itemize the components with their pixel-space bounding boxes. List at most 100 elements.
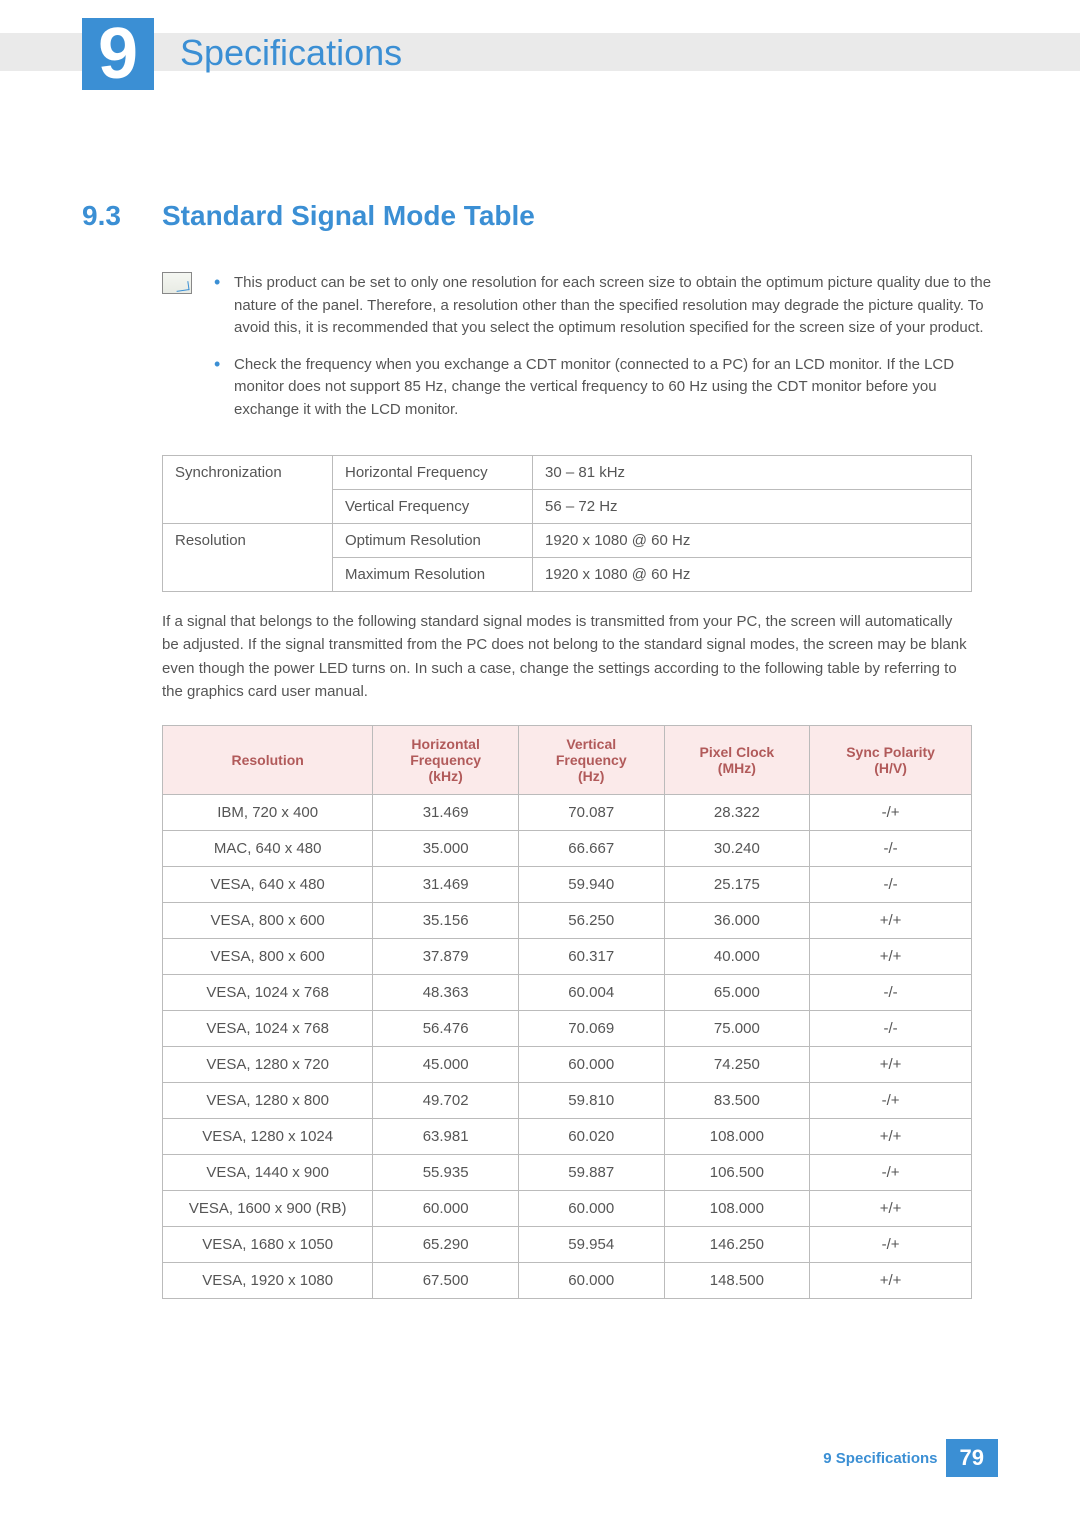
table-cell: 49.702	[373, 1083, 519, 1119]
note-icon	[162, 272, 200, 435]
table-cell: 67.500	[373, 1263, 519, 1299]
spec-group-cell: Resolution	[163, 524, 333, 592]
spec-value-cell: 56 – 72 Hz	[533, 490, 972, 524]
table-row: VESA, 1280 x 102463.98160.020108.000+/+	[163, 1119, 972, 1155]
spec-value-cell: 1920 x 1080 @ 60 Hz	[533, 558, 972, 592]
note-block: This product can be set to only one reso…	[162, 272, 998, 435]
table-cell: 60.000	[518, 1047, 664, 1083]
table-cell: VESA, 1024 x 768	[163, 975, 373, 1011]
table-cell: +/+	[810, 939, 972, 975]
table-cell: 75.000	[664, 1011, 810, 1047]
table-row: VESA, 1600 x 900 (RB)60.00060.000108.000…	[163, 1191, 972, 1227]
column-header: Sync Polarity(H/V)	[810, 726, 972, 795]
table-cell: +/+	[810, 1263, 972, 1299]
table-cell: VESA, 800 x 600	[163, 903, 373, 939]
table-row: VESA, 1680 x 105065.29059.954146.250-/+	[163, 1227, 972, 1263]
table-cell: 59.887	[518, 1155, 664, 1191]
table-cell: +/+	[810, 903, 972, 939]
page-header: 9 Specifications	[0, 0, 1080, 95]
table-cell: 25.175	[664, 867, 810, 903]
table-cell: +/+	[810, 1047, 972, 1083]
table-cell: 108.000	[664, 1191, 810, 1227]
table-cell: 66.667	[518, 831, 664, 867]
table-cell: 59.940	[518, 867, 664, 903]
table-cell: 45.000	[373, 1047, 519, 1083]
table-row: VESA, 800 x 60037.87960.31740.000+/+	[163, 939, 972, 975]
table-cell: 106.500	[664, 1155, 810, 1191]
table-cell: 60.000	[518, 1191, 664, 1227]
table-cell: 70.087	[518, 795, 664, 831]
table-cell: VESA, 640 x 480	[163, 867, 373, 903]
page-footer: 9 Specifications79	[82, 1439, 998, 1479]
spec-value-cell: 1920 x 1080 @ 60 Hz	[533, 524, 972, 558]
table-cell: 74.250	[664, 1047, 810, 1083]
table-cell: 35.156	[373, 903, 519, 939]
table-cell: +/+	[810, 1119, 972, 1155]
table-cell: VESA, 1280 x 800	[163, 1083, 373, 1119]
table-cell: 59.954	[518, 1227, 664, 1263]
spec-table: SynchronizationHorizontal Frequency30 – …	[162, 455, 972, 592]
table-cell: 35.000	[373, 831, 519, 867]
table-row: VESA, 1440 x 90055.93559.887106.500-/+	[163, 1155, 972, 1191]
column-header: Resolution	[163, 726, 373, 795]
column-header: VerticalFrequency(Hz)	[518, 726, 664, 795]
table-cell: 146.250	[664, 1227, 810, 1263]
table-cell: 70.069	[518, 1011, 664, 1047]
table-cell: IBM, 720 x 400	[163, 795, 373, 831]
spec-label-cell: Maximum Resolution	[333, 558, 533, 592]
table-row: VESA, 1920 x 108067.50060.000148.500+/+	[163, 1263, 972, 1299]
signal-mode-table: ResolutionHorizontalFrequency(kHz)Vertic…	[162, 725, 972, 1299]
footer-chapter-label: 9 Specifications	[823, 1450, 937, 1467]
table-cell: 60.317	[518, 939, 664, 975]
table-row: ResolutionOptimum Resolution1920 x 1080 …	[163, 524, 972, 558]
table-cell: 31.469	[373, 795, 519, 831]
table-cell: 65.290	[373, 1227, 519, 1263]
table-cell: MAC, 640 x 480	[163, 831, 373, 867]
table-cell: -/+	[810, 1083, 972, 1119]
note-item: This product can be set to only one reso…	[214, 272, 998, 340]
column-header: Pixel Clock(MHz)	[664, 726, 810, 795]
table-cell: -/-	[810, 867, 972, 903]
table-cell: -/-	[810, 1011, 972, 1047]
info-paragraph: If a signal that belongs to the followin…	[162, 610, 972, 703]
table-cell: 108.000	[664, 1119, 810, 1155]
table-cell: 31.469	[373, 867, 519, 903]
table-header-row: ResolutionHorizontalFrequency(kHz)Vertic…	[163, 726, 972, 795]
table-cell: 63.981	[373, 1119, 519, 1155]
column-header: HorizontalFrequency(kHz)	[373, 726, 519, 795]
table-cell: -/+	[810, 795, 972, 831]
note-list: This product can be set to only one reso…	[214, 272, 998, 435]
table-cell: 59.810	[518, 1083, 664, 1119]
table-cell: -/-	[810, 831, 972, 867]
table-row: SynchronizationHorizontal Frequency30 – …	[163, 456, 972, 490]
note-item: Check the frequency when you exchange a …	[214, 354, 998, 422]
spec-group-cell: Synchronization	[163, 456, 333, 524]
table-row: MAC, 640 x 48035.00066.66730.240-/-	[163, 831, 972, 867]
table-cell: 148.500	[664, 1263, 810, 1299]
spec-label-cell: Vertical Frequency	[333, 490, 533, 524]
table-cell: 60.000	[518, 1263, 664, 1299]
table-cell: -/+	[810, 1227, 972, 1263]
chapter-number-box: 9	[82, 18, 154, 90]
table-cell: 30.240	[664, 831, 810, 867]
table-row: IBM, 720 x 40031.46970.08728.322-/+	[163, 795, 972, 831]
section-title: Standard Signal Mode Table	[162, 200, 535, 232]
table-cell: VESA, 1280 x 1024	[163, 1119, 373, 1155]
table-row: VESA, 640 x 48031.46959.94025.175-/-	[163, 867, 972, 903]
chapter-title: Specifications	[180, 32, 402, 74]
table-row: VESA, 800 x 60035.15656.25036.000+/+	[163, 903, 972, 939]
table-cell: +/+	[810, 1191, 972, 1227]
spec-label-cell: Optimum Resolution	[333, 524, 533, 558]
table-cell: VESA, 1440 x 900	[163, 1155, 373, 1191]
table-cell: 60.020	[518, 1119, 664, 1155]
table-cell: 83.500	[664, 1083, 810, 1119]
table-cell: 60.000	[373, 1191, 519, 1227]
table-cell: 55.935	[373, 1155, 519, 1191]
spec-value-cell: 30 – 81 kHz	[533, 456, 972, 490]
table-cell: VESA, 1680 x 1050	[163, 1227, 373, 1263]
table-cell: VESA, 1600 x 900 (RB)	[163, 1191, 373, 1227]
table-cell: 40.000	[664, 939, 810, 975]
table-cell: 36.000	[664, 903, 810, 939]
table-cell: 28.322	[664, 795, 810, 831]
header-gray-bar	[0, 33, 1080, 71]
